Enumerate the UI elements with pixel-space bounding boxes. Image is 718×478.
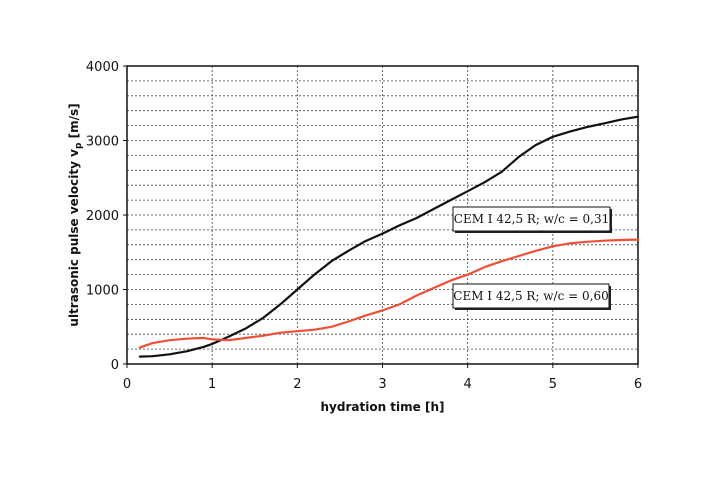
x-tick-label: 4: [464, 377, 472, 392]
y-tick-label: 2000: [86, 209, 119, 224]
x-tick-label: 5: [549, 377, 557, 392]
annotation-label: CEM I 42,5 R; w/c = 0,60: [453, 289, 608, 303]
y-tick-label: 4000: [86, 60, 119, 75]
y-tick-labels: 0 1000 2000 3000 4000: [86, 60, 127, 373]
x-tick-label: 1: [208, 377, 216, 392]
y-tick-label: 3000: [86, 135, 119, 150]
x-tick-label: 2: [293, 377, 301, 392]
y-tick-label: 0: [111, 358, 119, 373]
x-tick-label: 3: [378, 377, 386, 392]
y-axis-title: ultrasonic pulse velocity vp [m/s]: [67, 103, 84, 326]
x-tick-labels: 0 1 2 3 4 5 6: [123, 364, 642, 392]
annotation-box: [452, 283, 610, 309]
annotation-box: [452, 206, 611, 232]
annotation-label: CEM I 42,5 R; w/c = 0,31: [454, 212, 609, 226]
series-line-1: [138, 238, 640, 349]
series-annotations: CEM I 42,5 R; w/c = 0,31 CEM I 42,5 R; w/…: [452, 206, 612, 310]
y-tick-label: 1000: [86, 284, 119, 299]
grid-lines: [127, 66, 638, 364]
x-tick-label: 6: [634, 377, 642, 392]
x-tick-label: 0: [123, 377, 131, 392]
series-line-0: [138, 115, 640, 358]
x-axis-title: hydration time [h]: [321, 400, 445, 414]
series-lines: [138, 115, 640, 358]
